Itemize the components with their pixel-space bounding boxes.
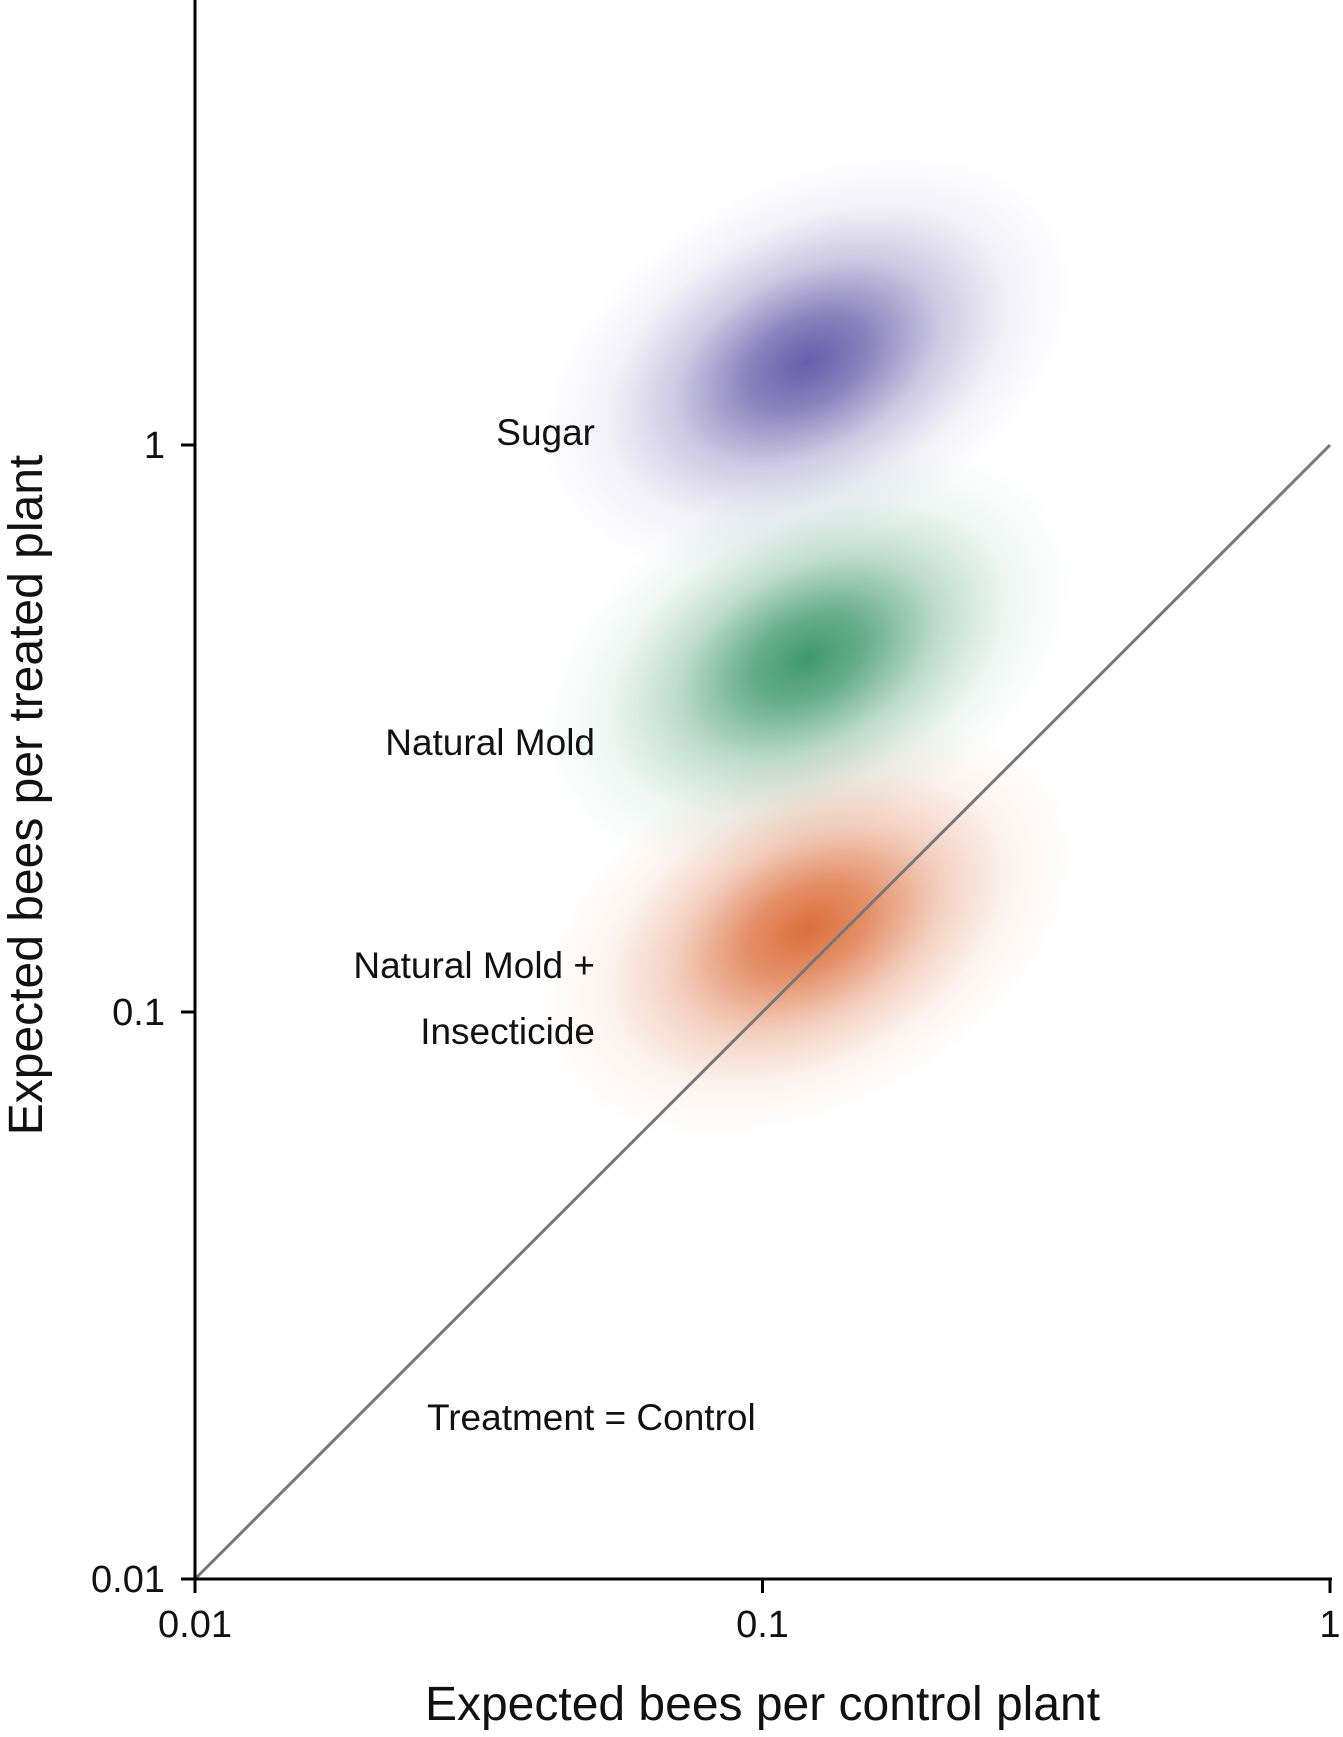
y-axis-title: Expected bees per treated plant	[0, 455, 53, 1135]
y-tick-label: 0.01	[91, 1559, 165, 1601]
series-label: Natural Mold +	[353, 945, 595, 986]
series-label: Natural Mold	[385, 722, 595, 763]
x-tick-label: 0.01	[158, 1604, 232, 1646]
x-tick-label: 1	[1319, 1604, 1340, 1646]
ticks: 0.01 0.1 1 0.01 0.1 1	[91, 425, 1341, 1646]
x-tick-label: 0.1	[736, 1604, 789, 1646]
series-label: Insecticide	[420, 1011, 595, 1052]
series-labels: Sugar Natural Mold Natural Mold + Insectici…	[353, 412, 595, 1052]
y-tick-label: 1	[144, 425, 165, 467]
x-axis-title: Expected bees per control plant	[425, 1678, 1100, 1731]
density-blob-natural-mold-insecticide	[541, 721, 1073, 1137]
reference-line-label: Treatment = Control	[427, 1397, 756, 1438]
treatment-equals-control-line	[193, 443, 1332, 1581]
y-tick-label: 0.1	[112, 992, 165, 1034]
series-label: Sugar	[496, 412, 595, 453]
density-layer	[541, 154, 1073, 1137]
